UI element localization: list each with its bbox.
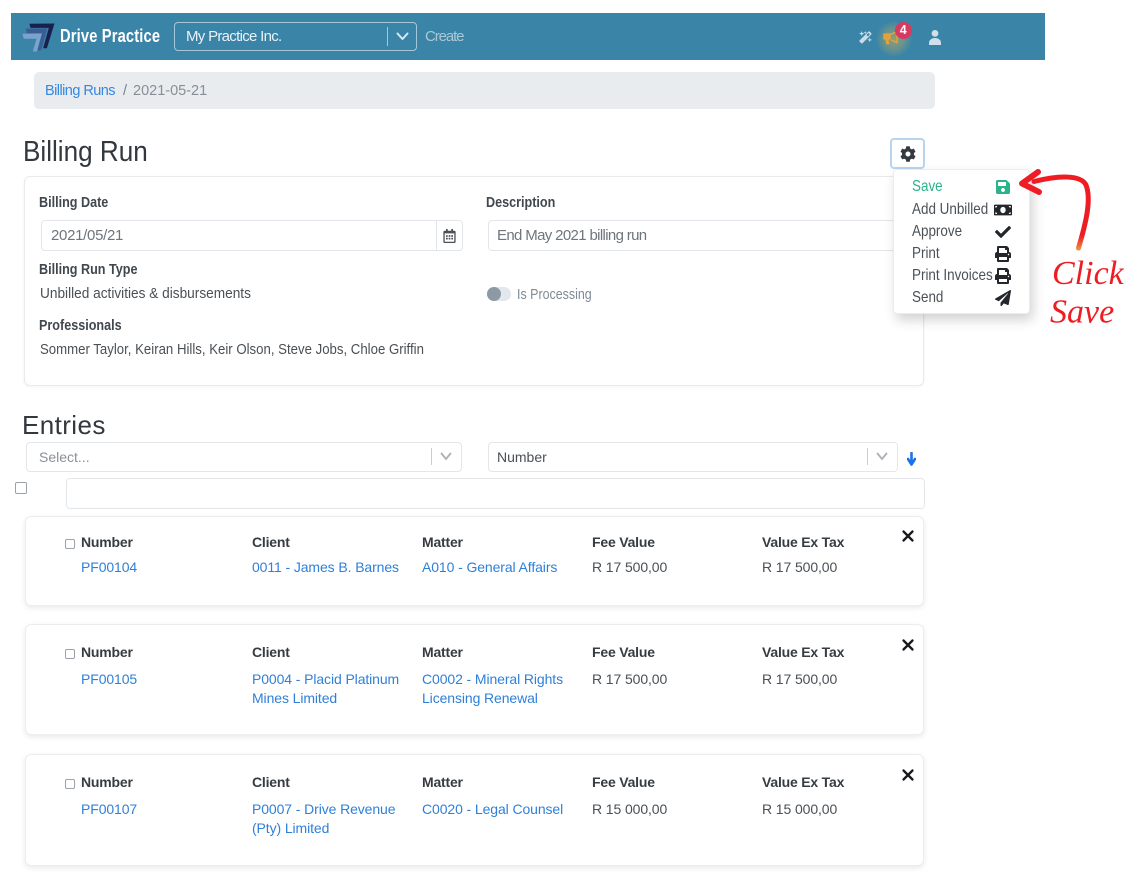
svg-text:Click: Click [1052, 255, 1125, 292]
svg-text:Save: Save [1050, 294, 1114, 331]
